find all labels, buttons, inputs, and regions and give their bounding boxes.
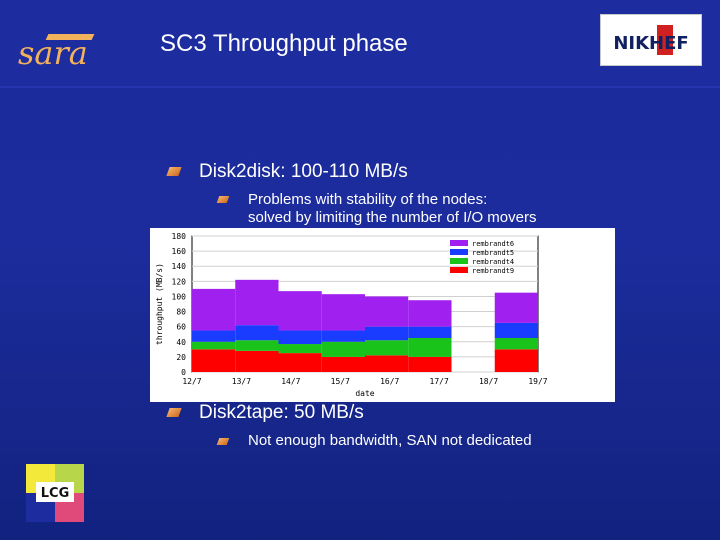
x-tick-label: 19/7 [528,377,547,386]
stack-rembrandt4 [278,344,322,354]
y-tick-label: 140 [172,262,187,271]
sub-bullet-stability-icon [216,196,230,203]
x-tick-label: 13/7 [232,377,251,386]
lcg-logo-text: LCG [41,486,70,501]
stack-rembrandt9 [408,356,452,372]
stack-rembrandt5 [192,330,236,342]
stack-rembrandt5 [494,322,538,338]
legend-entry: rembrandt5 [472,249,514,257]
stack-rembrandt6 [278,291,322,331]
stack-rembrandt4 [192,341,236,350]
stack-rembrandt4 [494,338,538,350]
stack-rembrandt4 [235,340,279,351]
stack-rembrandt6 [321,294,365,331]
nikhef-logo-text: NIKHEF [613,33,688,54]
sub-bullet-bandwidth-icon [216,438,230,445]
y-tick-label: 120 [172,277,187,286]
y-tick-label: 80 [176,308,186,317]
y-axis-label: throughput (MB/s) [155,263,164,345]
lcg-logo: LCG [26,464,84,522]
y-tick-label: 40 [176,338,186,347]
stack-rembrandt9 [365,355,409,372]
legend-swatch [450,258,468,264]
bullet-disk2disk-icon [166,167,182,176]
throughput-chart-svg: 0 20 40 60 80 100 120 140 160 180 12/7 13/7 14/7 15/7… [155,232,548,398]
y-tick-label: 160 [172,247,187,256]
bullet-disk2disk: Disk2disk: 100-110 MB/s [199,161,408,182]
stack-rembrandt9 [278,353,322,372]
stack-rembrandt4 [365,340,409,356]
stack-rembrandt6 [192,288,236,331]
legend-swatch [450,267,468,273]
stack-rembrandt5 [235,325,279,341]
y-tick-label: 20 [176,353,186,362]
page-title: SC3 Throughput phase [160,30,408,57]
x-axis-label: date [355,389,374,398]
bullet-disk2tape-icon [166,408,182,417]
legend-swatch [450,240,468,246]
legend-entry: rembrandt9 [472,267,514,275]
stack-rembrandt9 [235,350,279,372]
stack-rembrandt5 [321,330,365,342]
sara-logo: sara [18,34,95,72]
sub-bullet-stability-line1: Problems with stability of the nodes: [248,191,488,208]
bullet-disk2tape: Disk2tape: 50 MB/s [199,402,364,423]
legend-entry: rembrandt6 [472,240,514,248]
x-tick-label: 15/7 [331,377,350,386]
x-tick-label: 18/7 [479,377,498,386]
x-tick-label: 14/7 [281,377,300,386]
y-tick-label: 180 [172,232,187,241]
stack-rembrandt9 [494,349,538,372]
header-divider [0,86,720,88]
stack-rembrandt4 [321,341,365,357]
sara-logo-text: sara [18,34,88,72]
stack-rembrandt9 [321,356,365,372]
sub-bullet-bandwidth: Not enough bandwidth, SAN not dedicated [248,432,532,449]
y-tick-label: 60 [176,323,186,332]
x-tick-label: 17/7 [430,377,449,386]
stack-rembrandt6 [494,292,538,323]
stack-rembrandt6 [365,296,409,327]
legend-entry: rembrandt4 [472,258,514,266]
nikhef-logo: NIKHEF [600,14,702,66]
stack-rembrandt5 [365,326,409,341]
stack-rembrandt9 [192,349,236,372]
stack-rembrandt4 [408,338,452,357]
y-tick-label: 100 [172,292,187,301]
y-tick-label: 0 [181,368,186,377]
stack-rembrandt6 [408,300,452,327]
stack-rembrandt5 [408,326,452,338]
x-tick-label: 16/7 [380,377,399,386]
sub-bullet-stability-line2: solved by limiting the number of I/O mov… [248,209,537,226]
stack-rembrandt5 [278,330,322,345]
x-tick-label: 12/7 [182,377,201,386]
stack-rembrandt6 [235,279,279,326]
throughput-chart: 0 20 40 60 80 100 120 140 160 180 12/7 13/7 14/7 15/7… [150,228,615,402]
legend-swatch [450,249,468,255]
